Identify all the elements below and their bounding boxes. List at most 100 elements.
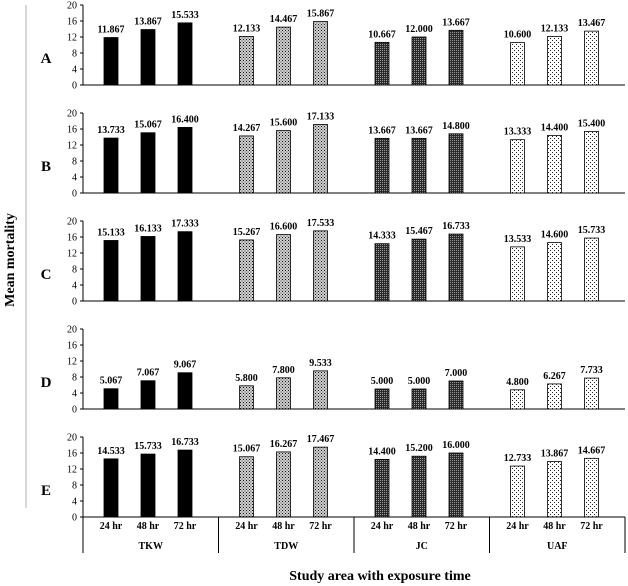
y-tick-label: 8 bbox=[72, 157, 77, 168]
data-label: 14.667 bbox=[578, 445, 606, 456]
bar-tdw-48hr bbox=[276, 451, 291, 518]
bar-uaf-72hr bbox=[584, 130, 599, 194]
data-label: 15.467 bbox=[405, 226, 433, 237]
bar-jc-72hr bbox=[448, 133, 464, 194]
data-label: 14.800 bbox=[442, 121, 470, 132]
bar-tdw-24hr bbox=[239, 239, 254, 302]
panel-label: C bbox=[41, 267, 52, 283]
data-label: 16.733 bbox=[171, 437, 199, 448]
bar-uaf-72hr bbox=[584, 457, 599, 518]
bar-tkw-48hr bbox=[140, 29, 156, 86]
bar-tdw-24hr bbox=[239, 135, 254, 194]
bar-uaf-24hr bbox=[510, 389, 525, 410]
y-tick-label: 8 bbox=[72, 265, 77, 276]
data-label: 7.733 bbox=[580, 365, 603, 376]
data-label: 12.000 bbox=[405, 24, 433, 35]
y-tick-label: 8 bbox=[72, 481, 77, 492]
bar-tkw-72hr bbox=[177, 231, 193, 302]
bar-jc-24hr bbox=[374, 41, 390, 86]
data-label: 15.267 bbox=[233, 227, 261, 238]
data-label: 12.733 bbox=[504, 453, 532, 464]
bar-uaf-48hr bbox=[547, 36, 562, 86]
data-label: 14.400 bbox=[541, 122, 569, 133]
y-tick-label: 4 bbox=[72, 389, 77, 400]
data-label: 13.867 bbox=[541, 449, 569, 460]
data-label: 16.267 bbox=[270, 439, 298, 450]
data-label: 14.267 bbox=[233, 123, 261, 134]
data-label: 13.867 bbox=[134, 17, 162, 28]
bar-jc-24hr bbox=[374, 458, 390, 518]
data-label: 17.467 bbox=[307, 434, 335, 445]
panel-label: D bbox=[41, 375, 52, 391]
x-tick-label: 48 hr bbox=[543, 521, 566, 532]
bar-jc-48hr bbox=[411, 36, 427, 86]
y-tick-label: 8 bbox=[72, 49, 77, 60]
y-tick-label: 12 bbox=[67, 249, 77, 260]
data-label: 17.333 bbox=[171, 219, 199, 230]
y-tick-label: 4 bbox=[72, 281, 77, 292]
y-tick-label: 4 bbox=[72, 173, 77, 184]
bar-tkw-48hr bbox=[140, 132, 156, 194]
bar-tdw-24hr bbox=[239, 36, 254, 86]
y-tick-label: 8 bbox=[72, 373, 77, 384]
data-label: 17.533 bbox=[307, 218, 335, 229]
bar-uaf-72hr bbox=[584, 30, 599, 86]
bar-tdw-24hr bbox=[239, 385, 254, 410]
data-label: 5.800 bbox=[235, 373, 258, 384]
bar-jc-48hr bbox=[411, 388, 427, 410]
data-label: 15.600 bbox=[270, 118, 298, 129]
data-label: 16.000 bbox=[442, 440, 470, 451]
bar-jc-72hr bbox=[448, 380, 464, 410]
bar-tdw-24hr bbox=[239, 456, 254, 518]
data-label: 15.733 bbox=[134, 441, 162, 452]
y-tick-label: 12 bbox=[67, 465, 77, 476]
group-label-tkw: TKW bbox=[139, 541, 163, 552]
x-tick-label: 24 hr bbox=[371, 521, 394, 532]
data-label: 6.267 bbox=[543, 371, 566, 382]
group-label-jc: JC bbox=[416, 541, 428, 552]
data-label: 13.667 bbox=[442, 17, 470, 28]
bar-tkw-48hr bbox=[140, 236, 156, 302]
bar-tdw-48hr bbox=[276, 234, 291, 302]
data-label: 13.333 bbox=[504, 127, 532, 138]
data-label: 14.533 bbox=[97, 446, 125, 457]
bar-uaf-24hr bbox=[510, 139, 525, 194]
bar-tkw-24hr bbox=[103, 458, 119, 518]
data-label: 16.600 bbox=[270, 222, 298, 233]
data-label: 13.667 bbox=[368, 125, 396, 136]
x-tick-label: 72 hr bbox=[445, 521, 468, 532]
bar-tdw-48hr bbox=[276, 130, 291, 194]
y-tick-label: 20 bbox=[67, 433, 77, 444]
bar-uaf-24hr bbox=[510, 465, 525, 518]
x-tick-label: 24 hr bbox=[235, 521, 258, 532]
bar-tkw-48hr bbox=[140, 453, 156, 518]
x-tick-label: 24 hr bbox=[100, 521, 123, 532]
data-label: 11.867 bbox=[98, 25, 125, 36]
bar-tkw-48hr bbox=[140, 380, 156, 410]
bar-tdw-72hr bbox=[313, 230, 328, 302]
y-axis-title: Mean mortality bbox=[3, 213, 18, 307]
bar-tkw-72hr bbox=[177, 449, 193, 518]
y-tick-label: 16 bbox=[67, 233, 77, 244]
data-label: 16.133 bbox=[134, 223, 162, 234]
data-label: 9.533 bbox=[309, 358, 332, 369]
bar-uaf-24hr bbox=[510, 246, 525, 302]
bar-tkw-24hr bbox=[103, 388, 119, 410]
panel-label: E bbox=[41, 483, 51, 499]
x-tick-label: 72 hr bbox=[174, 521, 197, 532]
bar-tdw-48hr bbox=[276, 377, 291, 410]
bar-uaf-48hr bbox=[547, 242, 562, 302]
panel-label: A bbox=[41, 51, 52, 67]
data-label: 14.400 bbox=[368, 446, 396, 457]
data-label: 4.800 bbox=[506, 377, 529, 388]
bar-jc-48hr bbox=[411, 238, 427, 302]
data-label: 15.733 bbox=[578, 225, 606, 236]
y-tick-label: 20 bbox=[67, 1, 77, 12]
panel-label: B bbox=[41, 159, 51, 175]
bar-jc-72hr bbox=[448, 452, 464, 518]
bar-jc-24hr bbox=[374, 388, 390, 410]
data-label: 7.067 bbox=[137, 368, 160, 379]
bar-jc-72hr bbox=[448, 29, 464, 86]
panel-a: A 0 4 8 12 16 20 11.867 13.867 15.533 12.133 14.467… bbox=[41, 1, 625, 92]
bar-uaf-72hr bbox=[584, 237, 599, 302]
